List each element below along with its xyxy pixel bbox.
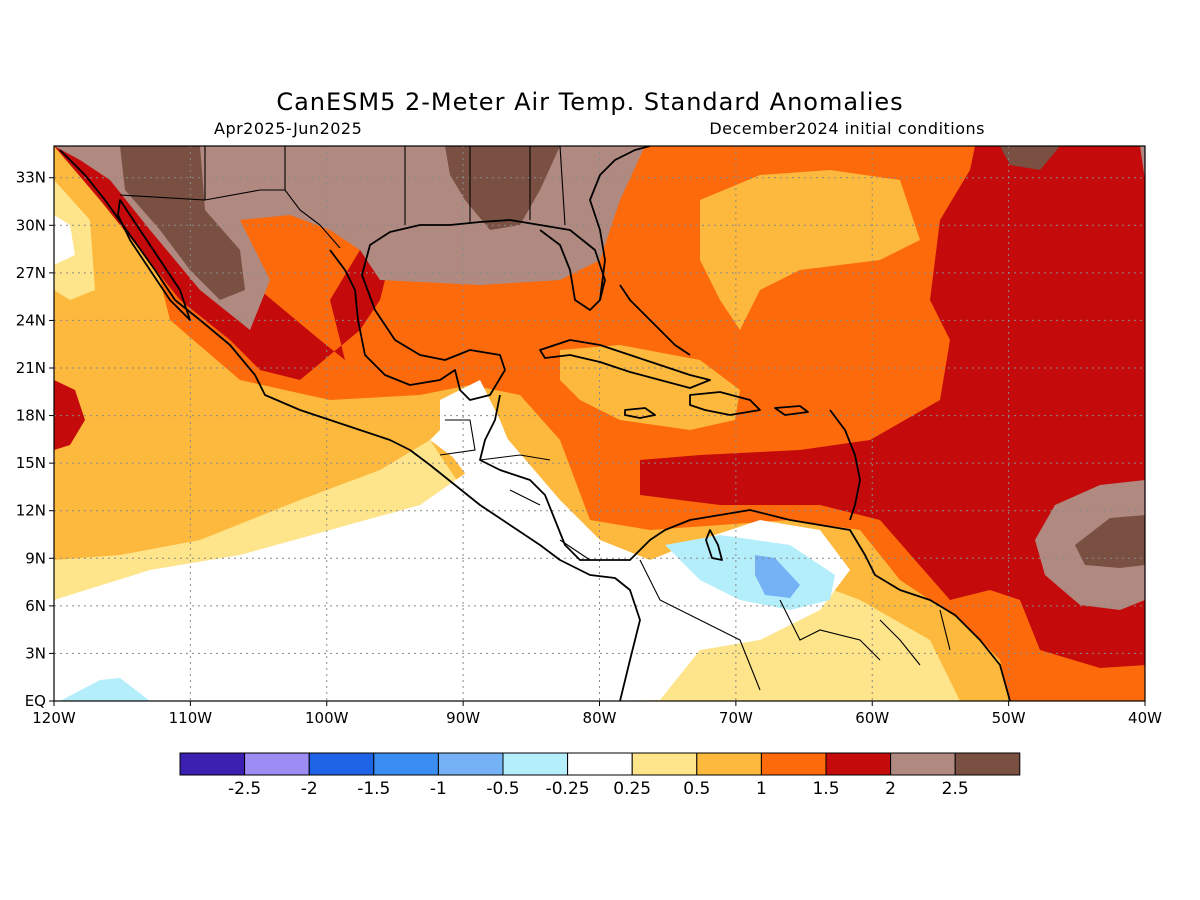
- anomaly-zone-neutral-pacific: [54, 420, 850, 701]
- anomaly-zone-neg-0.5-colombia: [755, 555, 800, 598]
- colorbar-swatch: [631, 752, 698, 776]
- map-subtitle-initial-conditions: December2024 initial conditions: [709, 119, 985, 138]
- map-title: CanESM5 2-Meter Air Temp. Standard Anoma…: [276, 88, 903, 116]
- coastline-us-atlantic: [589, 146, 651, 301]
- anomaly-zone-above-2.5-gulf: [445, 146, 560, 230]
- x-tick-label: 120W: [32, 709, 76, 727]
- coastline-cuba: [539, 339, 711, 389]
- colorbar-swatch: [244, 752, 310, 776]
- x-tick-label: 110W: [169, 709, 213, 727]
- y-tick-label: 27N: [16, 264, 46, 282]
- colorbar-swatch: [696, 752, 762, 776]
- anomaly-zone-above-2.5-mexico: [120, 146, 245, 300]
- coastline-lake-maracaibo: [705, 529, 723, 561]
- border-central-america: [439, 419, 591, 561]
- x-tick-label: 100W: [305, 709, 349, 727]
- colorbar-swatch: [890, 752, 956, 776]
- colorbar-swatch: [437, 752, 504, 776]
- y-tick-label: 30N: [16, 216, 46, 234]
- colorbar-label: -1.5: [357, 779, 390, 799]
- colorbar-swatch: [373, 752, 439, 776]
- coastline-mexico-pacific: [59, 149, 641, 701]
- colorbar-label: 2: [885, 779, 896, 799]
- colorbar-swatch: [567, 752, 633, 776]
- map-gridlines: [54, 146, 1145, 701]
- colorbar-label: 2.5: [942, 779, 969, 799]
- coastline-bahamas: [619, 284, 691, 356]
- coastline-puerto-rico: [774, 405, 809, 416]
- colorbar-label: 0.5: [683, 779, 710, 799]
- colorbar-legend: -2.5 -2 -1.5 -1 -0.5 -0.25 0.25 0.5 1 1.5 2 2.5: [179, 752, 1021, 799]
- anomaly-zone-neg-0.25-pacific: [60, 678, 150, 701]
- anomaly-zone-0.5-to-1-north: [700, 170, 920, 330]
- y-tick-label: 15N: [16, 454, 46, 472]
- x-tick-label: 80W: [583, 709, 617, 727]
- colorbar-swatch: [760, 752, 827, 776]
- colorbar-label: 0.25: [613, 779, 651, 799]
- anomaly-zone-2-to-2.5-east: [1140, 146, 1145, 180]
- y-tick-label: 6N: [25, 597, 46, 615]
- colorbar-label: -0.5: [486, 779, 519, 799]
- border-south-america: [639, 559, 951, 691]
- anomaly-zone-above-2.5-atlantic: [1075, 515, 1145, 568]
- y-tick-label: 9N: [25, 549, 46, 567]
- coastline-baja: [117, 199, 191, 321]
- y-tick-label: EQ: [25, 692, 46, 710]
- anomaly-zone-0.25-to-0.5-west-coast: [54, 180, 95, 300]
- longitude-axis: 120W 110W 100W 90W 80W 70W 60W 50W 40W: [32, 701, 1162, 727]
- colorbar-label: 1: [756, 779, 767, 799]
- colorbar-label: 1.5: [812, 779, 839, 799]
- x-tick-label: 60W: [855, 709, 889, 727]
- anomaly-zone-neutral-west: [54, 215, 75, 265]
- anomaly-zone-0.5-to-1-central: [560, 345, 740, 430]
- map-subtitle-period: Apr2025-Jun2025: [214, 119, 362, 138]
- anomaly-zone-1.5-to-2-atlantic: [640, 146, 1145, 668]
- y-tick-label: 21N: [16, 359, 46, 377]
- anomaly-zone-above-2.5-northeast: [1000, 146, 1060, 170]
- x-tick-label: 70W: [719, 709, 753, 727]
- colorbar-swatch: [179, 752, 246, 776]
- x-tick-label: 90W: [446, 709, 480, 727]
- colorbar-swatch: [308, 752, 375, 776]
- colorbar-swatch: [502, 752, 569, 776]
- coastline-lesser-antilles: [829, 409, 861, 521]
- anomaly-zone-neutral-central-america: [440, 380, 540, 520]
- colorbar-label: -0.25: [546, 779, 590, 799]
- y-tick-label: 24N: [16, 311, 46, 329]
- colorbar-label: -2.5: [228, 779, 261, 799]
- coastline-jamaica: [624, 407, 656, 419]
- x-tick-label: 40W: [1128, 709, 1162, 727]
- y-tick-label: 33N: [16, 169, 46, 187]
- x-tick-label: 50W: [992, 709, 1026, 727]
- latitude-axis: EQ 3N 6N 9N 12N 15N 18N 21N 24N 27N 30N 33N: [16, 169, 54, 710]
- anomaly-zone-1.5-to-2-pacific-west: [54, 380, 85, 450]
- political-borders: [119, 146, 951, 691]
- colorbar-label: -1: [430, 779, 447, 799]
- colorbar-label: -2: [301, 779, 318, 799]
- coastline-gulf-of-mexico: [329, 219, 606, 401]
- colorbar-swatch: [954, 752, 1021, 776]
- y-tick-label: 12N: [16, 502, 46, 520]
- colorbar-swatch: [825, 752, 892, 776]
- map-area: [54, 146, 1145, 701]
- coastline-central-america-caribbean: [479, 394, 1011, 701]
- y-tick-label: 18N: [16, 407, 46, 425]
- coastline-hispaniola: [689, 391, 761, 416]
- y-tick-label: 3N: [25, 644, 46, 662]
- border-us-states: [204, 146, 566, 226]
- coastlines: [59, 146, 1011, 701]
